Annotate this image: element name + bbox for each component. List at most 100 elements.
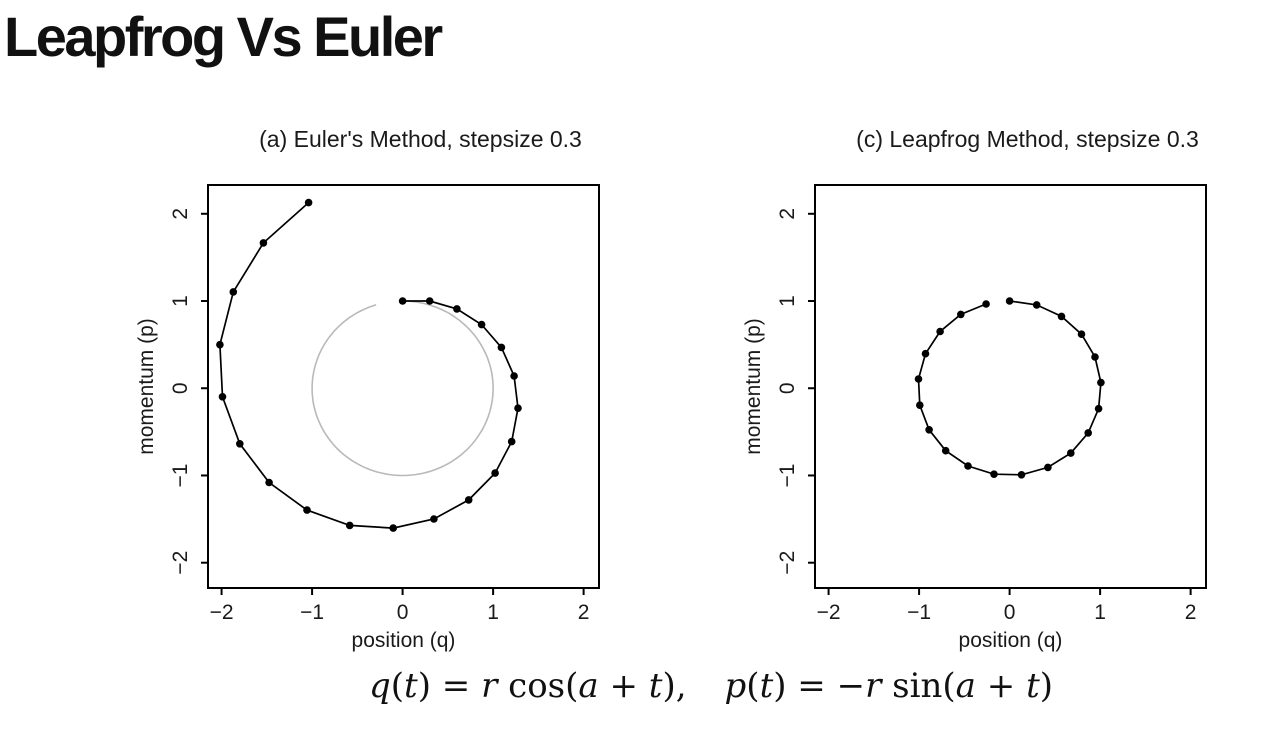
x-tick-label: 2 [578,601,590,624]
trajectory-point [389,524,398,532]
trajectory-point [507,437,516,446]
trajectory-point [216,340,224,349]
trajectory-point [1097,378,1105,387]
plot-title-euler: (a) Euler's Method, stepsize 0.3 [259,126,582,152]
trajectory-point [1077,330,1086,338]
equation-segment: cos( [497,666,579,706]
equation-segment: t [648,666,663,706]
equation-segment: p [724,666,747,706]
plot-box [814,184,1207,589]
trajectory-point [1091,353,1099,361]
y-tick-label: −1 [169,463,192,487]
equation-segment: ( [390,666,405,706]
x-tick-label: 1 [1094,601,1106,624]
trajectory-equation: q(t) = r cos(a + t), p(t) = −r sin(a + t) [0,666,1287,706]
trajectory-point [982,300,990,308]
trajectory-point [1057,312,1066,321]
y-tick-label: −2 [169,551,192,575]
equation-segment: t [759,666,774,706]
y-tick-label: 0 [776,382,799,394]
x-axis-label: position (q) [352,629,456,652]
equation-segment: = [430,666,482,706]
equation-segment: + [598,666,649,706]
plot-panel-leapfrog: (c) Leapfrog Method, stepsize 0.3 −2 −1 0 1… [737,126,1222,655]
trajectory-point [1084,429,1092,437]
trajectory-point [916,401,924,409]
equation-segment: r [481,666,498,706]
trajectory-point [964,462,972,470]
equation-segment: + [975,666,1027,706]
equation-segment: r [865,666,882,706]
trajectory-point [936,327,944,336]
y-tick-label: 1 [169,295,192,307]
trajectory-point [259,239,268,247]
x-axis-label: position (q) [959,629,1063,652]
trajectory-point [345,521,354,530]
trajectory-point [510,372,518,380]
y-tick-label: 1 [776,295,799,307]
y-tick-label: −1 [776,463,799,487]
trajectory-point [218,393,227,401]
trajectory-point [491,469,499,477]
x-tick-label: 1 [487,601,499,624]
x-tick-label: 0 [1004,601,1016,624]
y-tick-label: −2 [776,551,799,575]
trajectory-point [236,440,244,448]
equation-segment: t [1026,666,1040,706]
trajectory-point [464,496,473,504]
equation-segment: a [578,666,599,706]
equation-segment: t [404,666,418,706]
trajectory-point [477,320,486,329]
trajectory-point [514,404,522,412]
true-trajectory-arc [311,300,494,477]
equation-segment: ) [1039,666,1053,706]
equation-segment: − [836,666,866,706]
y-tick-label: 0 [169,382,192,394]
x-tick-label: 0 [397,601,409,624]
trajectory-point [265,478,273,487]
equation-segment: ( [746,666,760,706]
x-tick-label: −1 [300,601,324,624]
trajectory-point [430,515,438,523]
trajectory-point [1017,471,1026,479]
trajectory-point [229,288,238,296]
x-tick-label: −2 [210,601,234,624]
trajectory-point [957,310,965,319]
euler-phase-plot: −2 −1 0 1 2 −2 −1 0 1 2 position (q) momentum (p) [135,184,600,652]
equation-segment: ) [417,666,431,706]
trajectory-point [453,305,461,313]
x-tick-label: 2 [1185,601,1197,624]
trajectory-point [304,198,313,207]
y-axis-label: momentum (p) [135,318,158,455]
y-tick-label: 2 [169,208,192,220]
equation-segment: ), [662,666,687,706]
trajectory-point [1094,404,1103,413]
trajectory-point [925,426,933,434]
trajectory-point [398,297,407,305]
trajectory-point [425,297,434,305]
page-title: Leapfrog Vs Euler [4,5,443,68]
trajectory-point [1032,301,1041,309]
leapfrog-phase-plot: −2 −1 0 1 2 −2 −1 0 1 2 position (q) momentum (p) [742,184,1207,652]
trajectory-point [1044,463,1052,472]
trajectory-point [1005,297,1014,305]
plot-title-leapfrog: (c) Leapfrog Method, stepsize 0.3 [856,126,1199,152]
equation-segment: sin( [881,666,956,706]
y-axis-label: momentum (p) [742,318,765,455]
plot-panel-euler: (a) Euler's Method, stepsize 0.3 −2 −1 0 1 2… [130,126,615,655]
trajectory-point [914,375,923,383]
equation-segment: = [786,666,837,706]
trajectory-point [921,349,930,358]
trajectory-line [219,201,519,529]
equation-segment: ) [773,666,787,706]
trajectory-point [497,343,506,352]
x-tick-label: −2 [817,601,841,624]
x-tick-label: −1 [907,601,931,624]
plot-box [207,184,600,589]
trajectory-point [303,506,311,514]
equation-segment: q [369,666,391,706]
trajectory-point [941,446,950,455]
trajectory-point [1067,449,1075,457]
equation-segment: a [955,666,976,706]
